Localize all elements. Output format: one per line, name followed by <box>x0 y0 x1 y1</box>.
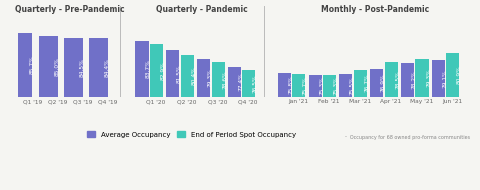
Bar <box>339 74 352 97</box>
Bar <box>228 67 241 97</box>
Bar <box>432 60 445 97</box>
Text: 78.5%: 78.5% <box>395 70 400 89</box>
Bar <box>197 59 210 97</box>
Text: 75.5%: 75.5% <box>350 76 355 95</box>
Bar <box>135 41 148 97</box>
Bar <box>64 38 83 97</box>
Text: 85.0%: 85.0% <box>55 57 60 76</box>
Text: 76.9%: 76.9% <box>381 73 386 92</box>
Bar <box>446 52 459 97</box>
Text: 81.5%: 81.5% <box>177 64 182 83</box>
Text: 85.7%: 85.7% <box>30 55 35 74</box>
Text: 79.3%: 79.3% <box>208 68 213 87</box>
Bar <box>180 55 194 97</box>
Text: 78.2%: 78.2% <box>412 71 417 89</box>
Text: 76.5%: 76.5% <box>253 74 258 93</box>
Bar <box>242 70 255 97</box>
Text: 75.3%: 75.3% <box>319 77 324 95</box>
Text: 82.9%: 82.9% <box>160 61 166 80</box>
Text: 84.4%: 84.4% <box>105 58 110 77</box>
Text: 80.9%: 80.9% <box>457 65 462 84</box>
Bar <box>278 73 291 97</box>
Bar <box>309 75 322 97</box>
Text: 80.4%: 80.4% <box>191 66 196 85</box>
Text: 75.3%: 75.3% <box>334 77 338 95</box>
Bar <box>89 38 108 97</box>
Bar <box>39 36 58 97</box>
Text: 75.8%: 75.8% <box>288 75 293 94</box>
Text: ¹  Occupancy for 68 owned pro-forma communities: ¹ Occupancy for 68 owned pro-forma commu… <box>345 135 470 140</box>
Text: 78.6%: 78.6% <box>222 70 227 89</box>
Text: Monthly - Post-Pandemic: Monthly - Post-Pandemic <box>321 6 429 14</box>
Bar <box>384 62 397 97</box>
Text: 79.1%: 79.1% <box>443 69 447 88</box>
Text: Quarterly - Pre-Pandemic: Quarterly - Pre-Pandemic <box>15 6 125 14</box>
Legend: Average Occupancy, End of Period Spot Occupancy: Average Occupancy, End of Period Spot Oc… <box>84 129 299 141</box>
Text: 84.5%: 84.5% <box>80 58 85 77</box>
Text: Quarterly - Pandemic: Quarterly - Pandemic <box>156 6 248 14</box>
Text: 79.3%: 79.3% <box>426 68 431 87</box>
Bar <box>150 44 163 97</box>
Bar <box>370 69 383 97</box>
Text: 83.7%: 83.7% <box>146 59 151 78</box>
Bar <box>323 75 336 97</box>
Bar <box>212 62 225 97</box>
Bar <box>401 63 414 97</box>
Bar <box>354 70 367 97</box>
Bar <box>416 59 429 97</box>
Bar <box>167 50 180 97</box>
Text: 77.4%: 77.4% <box>239 72 243 91</box>
Bar <box>13 33 33 97</box>
Text: 76.7%: 76.7% <box>364 74 369 93</box>
Bar <box>292 74 305 97</box>
Text: 75.7%: 75.7% <box>302 76 308 95</box>
